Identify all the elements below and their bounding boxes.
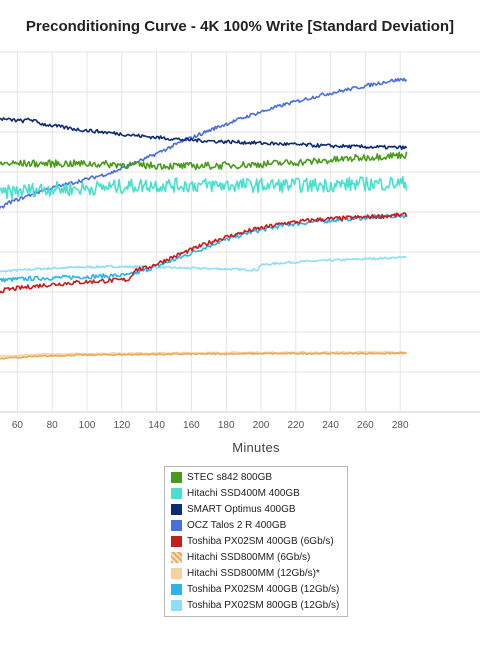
- x-tick-label: 100: [79, 420, 96, 431]
- legend-label: Hitachi SSD800MM (6Gb/s): [187, 551, 311, 563]
- series-line: [0, 77, 408, 211]
- x-tick-label: 60: [12, 420, 24, 431]
- legend-swatch: [171, 472, 182, 484]
- series-line: [0, 176, 408, 200]
- legend-item: SMART Optimus 400GB: [169, 502, 343, 518]
- legend-item: Hitachi SSD800MM (6Gb/s): [169, 549, 343, 565]
- legend-label: Hitachi SSD800MM (12Gb/s)*: [187, 567, 320, 579]
- legend-label: OCZ Talos 2 R 400GB: [187, 520, 287, 532]
- x-axis-label: Minutes: [232, 440, 280, 455]
- legend-label: SMART Optimus 400GB: [187, 504, 296, 516]
- legend-swatch: [171, 488, 182, 500]
- x-tick-label: 140: [148, 420, 165, 431]
- x-tick-label: 280: [392, 420, 409, 431]
- x-tick-label: 240: [322, 420, 339, 431]
- chart-title: Preconditioning Curve - 4K 100% Write [S…: [25, 18, 455, 35]
- series-lines: [0, 77, 408, 360]
- legend-item: STEC s842 800GB: [169, 470, 343, 486]
- legend-swatch: [171, 504, 182, 516]
- x-tick-label: 160: [183, 420, 200, 431]
- x-tick-label: 200: [253, 420, 270, 431]
- series-line: [0, 117, 408, 151]
- gridlines: [0, 51, 480, 413]
- legend-label: Hitachi SSD400M 400GB: [187, 488, 300, 500]
- legend-label: Toshiba PX02SM 400GB (12Gb/s): [187, 583, 340, 595]
- chart-plot: 60 80 100 120 140 160 180 200 220 240 260 280: [0, 51, 480, 431]
- legend-swatch: [171, 567, 182, 579]
- legend-label: Toshiba PX02SM 800GB (12Gb/s): [187, 599, 340, 611]
- legend-label: STEC s842 800GB: [187, 472, 273, 484]
- legend-item: Hitachi SSD400M 400GB: [169, 486, 343, 502]
- legend-swatch: [171, 583, 182, 595]
- legend-item: Toshiba PX02SM 800GB (12Gb/s): [169, 597, 343, 613]
- legend-swatch: [171, 599, 182, 611]
- series-line: [0, 151, 408, 171]
- legend-item: Hitachi SSD800MM (12Gb/s)*: [169, 565, 343, 581]
- legend-swatch: [171, 551, 182, 563]
- legend-item: Toshiba PX02SM 400GB (12Gb/s): [169, 581, 343, 597]
- legend-swatch: [171, 520, 182, 532]
- x-tick-labels: 60 80 100 120 140 160 180 200 220 240 260 280: [12, 420, 409, 431]
- series-line: [0, 351, 407, 360]
- x-tick-label: 180: [218, 420, 235, 431]
- legend: STEC s842 800GB Hitachi SSD400M 400GB SMAR…: [164, 466, 348, 618]
- series-line: [0, 212, 408, 294]
- legend-item: Toshiba PX02SM 400GB (6Gb/s): [169, 534, 343, 550]
- series-line: [0, 255, 407, 273]
- series-line: [0, 212, 408, 283]
- legend-label: Toshiba PX02SM 400GB (6Gb/s): [187, 536, 334, 547]
- x-tick-label: 120: [113, 420, 130, 431]
- x-tick-label: 220: [287, 420, 304, 431]
- x-tick-label: 260: [357, 420, 374, 431]
- legend-item: OCZ Talos 2 R 400GB: [169, 518, 343, 534]
- legend-swatch: [171, 536, 182, 547]
- x-tick-label: 80: [47, 420, 59, 431]
